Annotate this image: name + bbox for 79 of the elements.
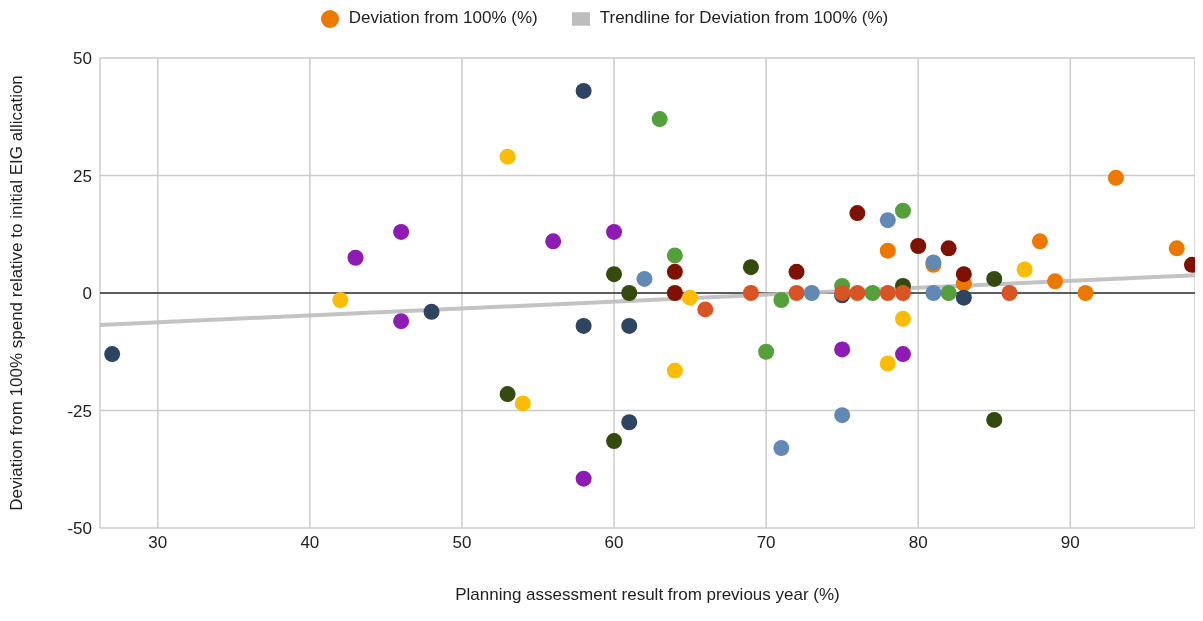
- point: [651, 111, 668, 128]
- point: [1168, 240, 1185, 257]
- point: [1001, 285, 1018, 301]
- point: [393, 223, 410, 240]
- point: [788, 263, 805, 280]
- point: [621, 317, 638, 334]
- point: [940, 240, 957, 257]
- point: [666, 362, 683, 379]
- point: [940, 285, 957, 301]
- point: [697, 301, 714, 318]
- point: [864, 285, 881, 301]
- point: [1016, 261, 1033, 278]
- point: [575, 317, 592, 334]
- point: [879, 212, 896, 229]
- point: [895, 310, 911, 327]
- point: [347, 249, 364, 266]
- point: [1047, 273, 1064, 290]
- point: [1107, 169, 1124, 186]
- point: [834, 341, 851, 358]
- point: [575, 470, 592, 487]
- point: [788, 285, 805, 301]
- point: [621, 414, 638, 431]
- point: [879, 242, 896, 259]
- point: [955, 289, 972, 306]
- point: [1031, 233, 1048, 250]
- point: [104, 346, 121, 363]
- point: [499, 148, 516, 165]
- point: [666, 263, 683, 280]
- point: [895, 346, 911, 363]
- x-tick-label: 90: [1060, 533, 1080, 553]
- x-tick-label: 60: [604, 533, 624, 553]
- x-tick-label: 50: [452, 533, 472, 553]
- point: [393, 313, 410, 330]
- point: [834, 407, 851, 424]
- y-tick-label: 25: [73, 166, 92, 186]
- point: [773, 440, 790, 457]
- point: [575, 82, 592, 99]
- point: [803, 285, 820, 301]
- point: [895, 285, 911, 301]
- point: [879, 355, 896, 372]
- legend-label: Trendline for Deviation from 100% (%): [599, 8, 889, 27]
- point: [682, 289, 699, 306]
- point: [666, 247, 683, 264]
- point: [986, 411, 1003, 428]
- x-axis-title: Planning assessment result from previous year (%): [455, 585, 840, 604]
- point: [879, 285, 896, 301]
- y-tick-label: 50: [73, 49, 92, 69]
- x-tick-label: 30: [148, 533, 168, 553]
- x-tick-label: 70: [756, 533, 776, 553]
- point: [514, 395, 531, 412]
- point: [849, 285, 866, 301]
- x-tick-label: 80: [908, 533, 928, 553]
- point: [636, 270, 653, 287]
- point: [332, 292, 349, 309]
- point: [606, 433, 623, 450]
- point: [1077, 285, 1094, 301]
- y-tick-label: 0: [82, 284, 92, 304]
- point: [758, 343, 775, 360]
- y-axis-title: Deviation from 100% spend relative to initial EIG allication: [7, 75, 27, 511]
- point: [606, 266, 623, 283]
- point: [499, 386, 516, 403]
- x-tick-label: 40: [300, 533, 320, 553]
- point: [955, 266, 972, 283]
- y-tick-label: -50: [67, 519, 92, 539]
- point: [895, 202, 911, 219]
- point: [606, 223, 623, 240]
- point: [621, 285, 638, 301]
- point: [666, 285, 683, 301]
- point: [910, 238, 927, 254]
- point: [742, 259, 759, 276]
- point: [423, 303, 440, 320]
- point: [742, 285, 759, 301]
- point: [925, 285, 942, 301]
- point: [545, 233, 562, 250]
- point: [773, 292, 790, 309]
- point: [849, 205, 866, 222]
- point: [986, 270, 1003, 287]
- legend-label: Deviation from 100% (%): [348, 8, 538, 27]
- y-tick-label: -25: [67, 401, 92, 421]
